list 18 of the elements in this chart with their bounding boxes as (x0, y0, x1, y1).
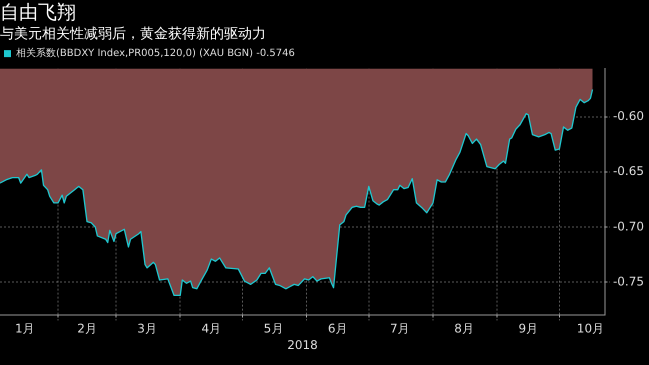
legend-label: 相关系数(BBDXY Index,PR005,120,0) (XAU BGN) -0.5746 (16, 47, 295, 60)
chart-title: 自由飞翔 (0, 1, 76, 24)
x-tick-label: 2月 (77, 322, 97, 336)
x-tick-label: 5月 (264, 322, 284, 336)
x-tick-label: 10月 (576, 322, 604, 336)
x-axis-title: 2018 (287, 338, 318, 352)
y-tick-label: -0.75 (612, 274, 644, 288)
y-tick-label: -0.65 (612, 164, 644, 178)
x-tick-label: 9月 (518, 322, 538, 336)
x-tick-label: 3月 (137, 322, 157, 336)
x-tick-label: 8月 (454, 322, 474, 336)
x-tick-label: 6月 (328, 322, 348, 336)
x-tick-label: 4月 (202, 322, 222, 336)
y-tick-label: -0.60 (612, 109, 644, 124)
chart-subtitle: 与美元相关性减弱后，黄金获得新的驱动力 (0, 26, 266, 42)
x-tick-label: 1月 (15, 322, 35, 336)
x-tick-label: 7月 (390, 322, 410, 336)
y-tick-label: -0.70 (612, 219, 644, 234)
